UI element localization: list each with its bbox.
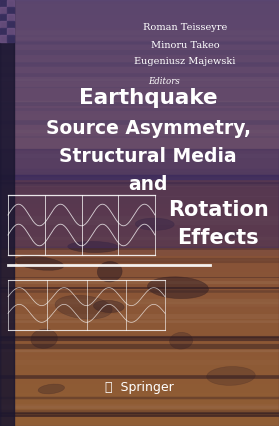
Bar [7, 0, 14, 7]
Bar [0, 175, 279, 247]
Bar [0, 0, 279, 179]
Bar [0, 0, 7, 7]
Text: Eugeniusz Majewski: Eugeniusz Majewski [134, 58, 236, 66]
Ellipse shape [148, 277, 209, 299]
Bar [0, 28, 7, 35]
Bar [7, 14, 14, 21]
Text: Effects: Effects [177, 228, 259, 248]
Text: Minoru Takeo: Minoru Takeo [151, 40, 219, 49]
Ellipse shape [31, 329, 57, 348]
Bar [0, 149, 279, 426]
Text: Earthquake: Earthquake [79, 88, 217, 108]
Text: and: and [128, 175, 168, 193]
Ellipse shape [68, 242, 119, 253]
Ellipse shape [93, 300, 124, 313]
Ellipse shape [213, 230, 241, 239]
Text: Rotation: Rotation [168, 200, 268, 220]
Ellipse shape [15, 256, 64, 271]
Ellipse shape [38, 384, 64, 394]
Bar [0, 21, 7, 28]
Bar [7, 7, 14, 14]
Bar [7, 35, 14, 42]
Ellipse shape [170, 332, 193, 349]
Ellipse shape [55, 295, 112, 319]
Bar [0, 14, 7, 21]
Bar [0, 0, 14, 426]
Bar [0, 35, 7, 42]
Text: Ⓞ  Springer: Ⓞ Springer [105, 382, 174, 394]
Ellipse shape [97, 262, 122, 282]
Ellipse shape [207, 366, 255, 386]
Ellipse shape [135, 218, 174, 230]
Bar [7, 21, 14, 28]
Text: Roman Teisseyre: Roman Teisseyre [143, 23, 227, 32]
Bar [7, 28, 14, 35]
Text: Structural Media: Structural Media [59, 147, 237, 165]
Bar [0, 7, 7, 14]
Text: Source Asymmetry,: Source Asymmetry, [45, 118, 251, 138]
Text: Editors: Editors [148, 78, 180, 86]
